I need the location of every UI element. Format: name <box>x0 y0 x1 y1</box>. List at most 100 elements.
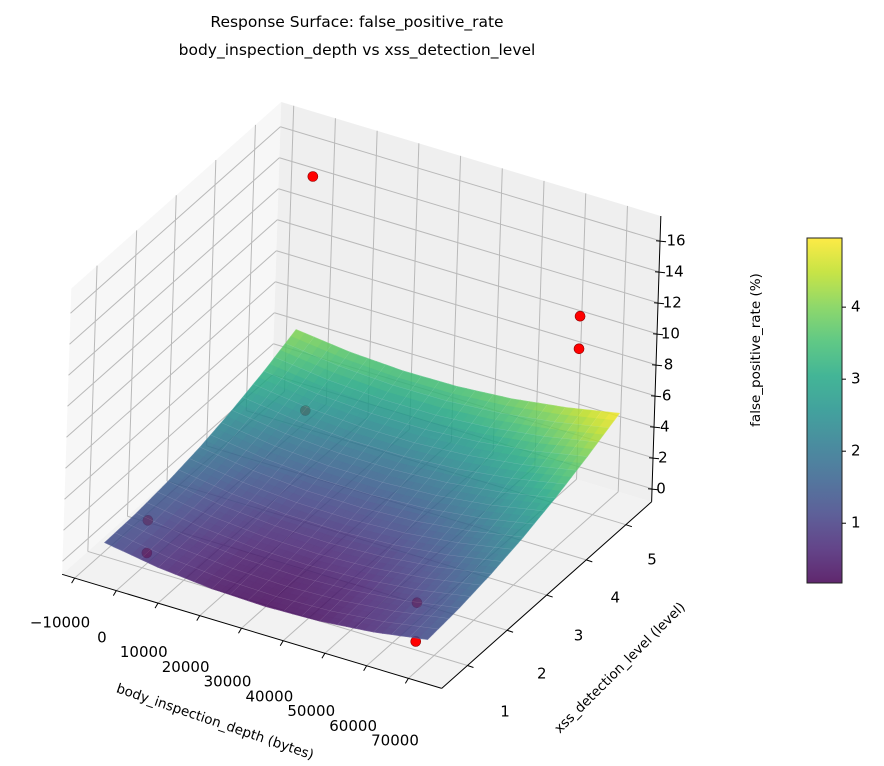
y-gridline-left <box>126 230 138 517</box>
z-tick-label: 6 <box>662 387 672 405</box>
colorbar-tick-label: 2 <box>851 442 861 460</box>
surface-mesh-line <box>175 358 368 575</box>
x-tick-label: 50000 <box>287 702 335 720</box>
y-tick-mark <box>625 524 633 528</box>
x-tick-mark <box>363 665 368 672</box>
z-gridline-back <box>274 312 655 428</box>
surface-mesh-line <box>285 343 609 428</box>
z-gridline-back <box>279 157 660 273</box>
x-tick-mark <box>154 602 159 609</box>
surface-mesh-line <box>319 398 512 622</box>
z-tick-label: 8 <box>664 356 674 374</box>
y-tick-label: 2 <box>537 665 547 683</box>
surface-mesh-line <box>247 381 440 601</box>
surface-mesh-line <box>146 502 471 597</box>
y-gridline-left <box>166 195 177 482</box>
y-gridline-left <box>245 124 256 411</box>
z-tick-mark <box>651 364 663 367</box>
x-gridline-back <box>617 205 628 492</box>
z-tick-mark <box>654 271 666 274</box>
data-point <box>307 171 319 182</box>
z-tick-mark <box>652 333 664 336</box>
z-tick-label: 10 <box>661 325 680 343</box>
surface-mesh-line <box>221 422 545 512</box>
surface-mesh-line <box>210 434 534 525</box>
y-tick-mark <box>586 559 593 563</box>
surface-mesh-line <box>283 390 476 612</box>
colorbar: 1 2 3 4 <box>806 237 861 584</box>
z-tick-label: 12 <box>663 294 682 312</box>
z-tick-mark <box>647 488 659 491</box>
x-tick-mark <box>196 615 201 621</box>
x-tick-label: 60000 <box>329 717 377 735</box>
surface-mesh-line <box>253 383 577 471</box>
z-gridline-back <box>278 188 659 304</box>
surface-mesh-line <box>355 404 548 629</box>
x-axis-line <box>61 573 442 689</box>
x-tick-label: 40000 <box>246 687 294 705</box>
surface-mesh-line <box>263 370 588 457</box>
surface-mesh-line <box>427 413 620 640</box>
surface-mesh-line <box>158 351 350 568</box>
surface-mesh-line <box>193 364 386 582</box>
surface-mesh-line <box>189 458 513 550</box>
z-gridline-back <box>276 250 657 366</box>
z-gridline-back <box>275 281 656 397</box>
z-tick-label: 14 <box>665 263 684 281</box>
surface-mesh-line <box>231 410 556 499</box>
z-gridline-left <box>68 188 279 376</box>
surface-mesh-line <box>274 357 599 443</box>
surface-mesh-line <box>229 376 422 595</box>
chart-title: Response Surface: false_positive_rate <box>210 13 504 31</box>
x-tick-label: −10000 <box>30 614 90 632</box>
z-gridline-left <box>63 343 274 531</box>
x-tick-mark <box>112 590 117 596</box>
x-tick-label: 70000 <box>371 732 419 750</box>
z-gridline-left <box>65 281 276 469</box>
y-tick-label: 3 <box>574 627 584 645</box>
colorbar-gradient <box>806 237 843 584</box>
y-tick-label: 4 <box>610 589 620 607</box>
z-tick-mark <box>655 240 667 243</box>
colorbar-tick-label: 4 <box>851 298 861 316</box>
surface-mesh-line <box>391 409 584 635</box>
surface-mesh-line <box>199 446 524 538</box>
x-tick-mark <box>279 640 284 646</box>
z-tick-mark <box>648 457 660 460</box>
x-tick-label: 30000 <box>204 673 252 691</box>
z-tick-label: 0 <box>656 480 666 498</box>
z-axis-line <box>651 215 662 502</box>
surface-mesh-line <box>373 407 566 633</box>
z-tick-mark <box>650 395 662 398</box>
z-gridline-left <box>69 157 280 345</box>
x-tick-mark <box>238 627 242 634</box>
surface-mesh-line <box>265 386 458 607</box>
y-tick-label: 1 <box>500 703 510 721</box>
surface-mesh-line <box>167 481 492 574</box>
data-point <box>574 310 586 322</box>
z-axis-label: false_positive_rate (%) <box>748 273 764 427</box>
z-gridline-back <box>280 126 661 242</box>
surface-mesh-line <box>157 491 481 586</box>
x-tick-label: 0 <box>97 628 107 646</box>
x-tick-label: 10000 <box>120 643 168 661</box>
surface-mesh-line <box>115 532 439 630</box>
surface-mesh-line <box>104 542 428 640</box>
z-gridline-back <box>277 219 658 335</box>
surface-mesh-line <box>211 370 404 589</box>
surface-mesh-line <box>122 336 315 552</box>
colorbar-tick-label: 3 <box>851 370 861 388</box>
y-tick-mark <box>506 629 514 633</box>
axis-lines <box>61 215 667 689</box>
surface-mesh-line <box>140 344 333 560</box>
scatter-points-above-surface <box>307 171 586 355</box>
surface-mesh-line <box>337 401 530 625</box>
z-gridline-left <box>70 126 281 314</box>
y-gridline-left <box>87 265 98 552</box>
surface-mesh-line <box>136 512 460 609</box>
z-tick-mark <box>649 426 661 429</box>
surface-mesh-line <box>178 469 502 562</box>
data-point <box>573 343 585 355</box>
surface-mesh-line <box>104 329 297 543</box>
